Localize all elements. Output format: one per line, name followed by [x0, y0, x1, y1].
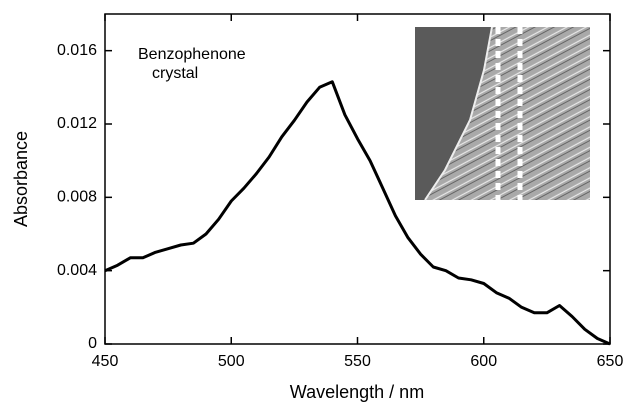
y-tick-label: 0 — [88, 335, 97, 352]
data-line — [104, 80, 611, 346]
annotation: crystal — [152, 65, 198, 82]
y-tick-label: 0.012 — [57, 115, 97, 132]
inset-image — [415, 26, 590, 201]
y-tick-label: 0.008 — [57, 189, 97, 206]
x-tick-label: 500 — [218, 353, 245, 370]
x-tick-label: 600 — [470, 353, 497, 370]
x-axis-label: Wavelength / nm — [290, 382, 424, 402]
y-tick-label: 0.016 — [57, 42, 97, 59]
x-tick-label: 550 — [344, 353, 371, 370]
y-axis-label: Absorbance — [11, 131, 31, 227]
x-tick-label: 650 — [597, 353, 623, 370]
x-tick-label: 450 — [92, 353, 119, 370]
annotation: Benzophenone — [138, 46, 246, 63]
y-tick-label: 0.004 — [57, 262, 97, 279]
